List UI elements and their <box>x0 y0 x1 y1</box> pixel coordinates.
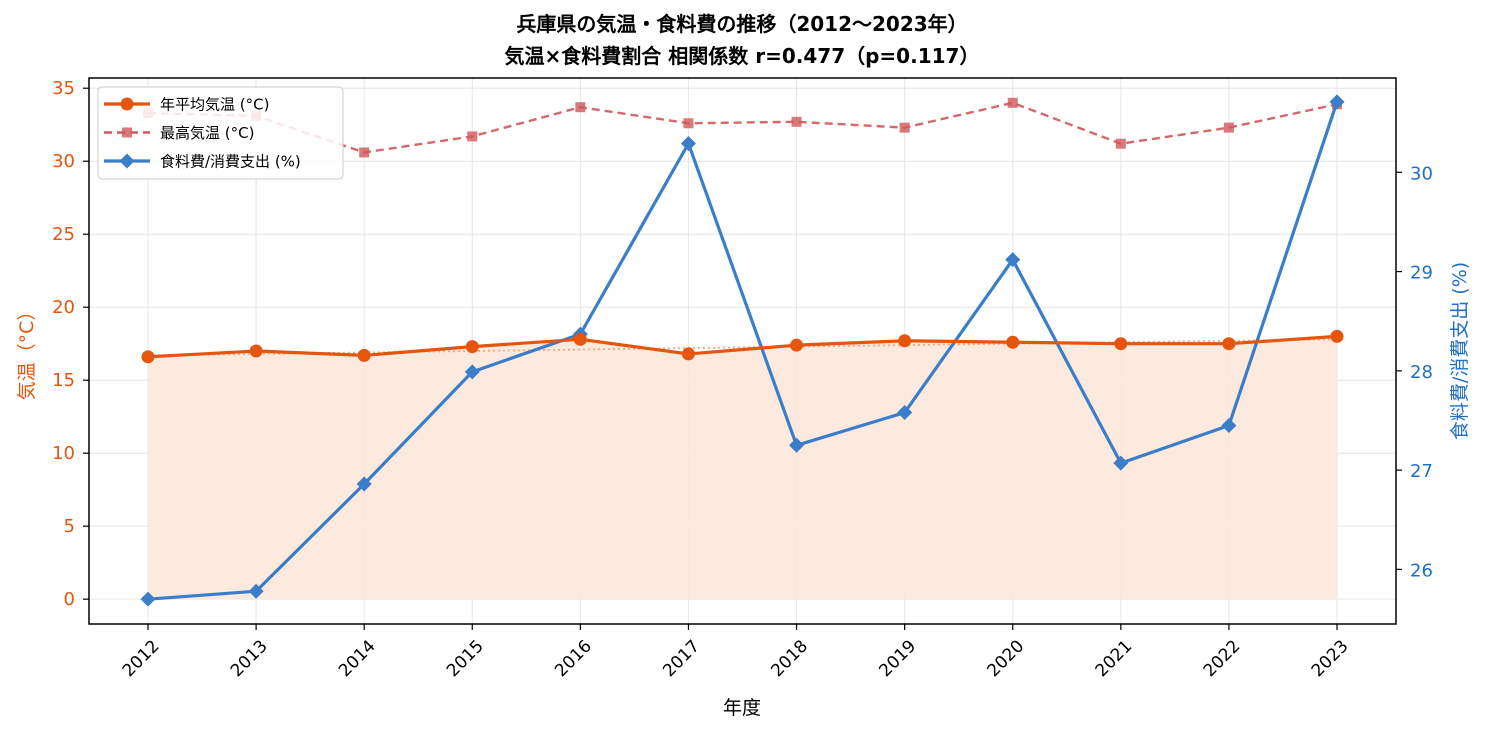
x-tick-label: 2012 <box>119 636 164 681</box>
x-tick-label: 2018 <box>767 636 812 681</box>
left-axis-label: 気温（°C） <box>16 302 38 401</box>
x-tick-label: 2021 <box>1092 636 1137 681</box>
x-tick-label: 2020 <box>984 636 1029 681</box>
data-point <box>356 476 372 492</box>
series-food-share <box>140 94 1345 607</box>
data-point <box>249 344 263 358</box>
data-point <box>1006 335 1020 349</box>
legend-label: 年平均気温 (°C) <box>160 96 269 114</box>
left-tick-label: 10 <box>52 443 75 464</box>
x-tick-label: 2022 <box>1200 636 1245 681</box>
data-point <box>791 116 802 127</box>
legend-item: 年平均気温 (°C) <box>104 96 269 114</box>
data-point <box>790 338 804 352</box>
data-point <box>898 334 912 348</box>
chart-subtitle: 気温×食料費割合 相関係数 r=0.477（p=0.117） <box>505 44 980 68</box>
left-tick-label: 30 <box>52 151 75 172</box>
right-tick-label: 28 <box>1410 362 1433 383</box>
legend-item: 食料費/消費支出 (%) <box>104 153 301 171</box>
data-point <box>1007 97 1018 108</box>
series-layer <box>140 94 1345 607</box>
data-point <box>1005 252 1021 268</box>
temperature-fill-area <box>148 336 1337 600</box>
right-tick-label: 27 <box>1410 461 1433 482</box>
data-point <box>680 136 696 152</box>
data-point <box>248 583 264 599</box>
series-line <box>147 334 1338 359</box>
data-point <box>575 102 586 113</box>
series-line <box>147 101 1339 601</box>
x-axis-label: 年度 <box>723 697 761 719</box>
data-point <box>359 147 370 158</box>
legend-marker <box>120 97 134 111</box>
data-point <box>1221 417 1237 433</box>
left-axis-ticks: 0 5 10 15 20 25 30 35 <box>52 78 89 610</box>
chart-title: 兵庫県の気温・食料費の推移（2012〜2023年） <box>516 12 967 36</box>
plot-frame <box>88 77 1397 625</box>
right-tick-label: 26 <box>1410 560 1433 581</box>
data-point <box>357 348 371 362</box>
legend-box <box>97 86 344 180</box>
series-avg-temperature <box>141 329 1344 364</box>
data-point <box>899 122 910 133</box>
legend-label: 最高気温 (°C) <box>160 124 254 142</box>
left-tick-label: 25 <box>52 224 75 245</box>
legend-marker <box>122 127 132 138</box>
right-tick-label: 29 <box>1410 263 1433 284</box>
right-axis-ticks: 26 27 28 29 30 <box>1396 163 1433 581</box>
data-point <box>141 350 155 364</box>
x-tick-label: 2013 <box>227 636 272 681</box>
x-tick-label: 2014 <box>335 636 380 681</box>
legend-item: 最高気温 (°C) <box>104 124 254 142</box>
data-point <box>1223 122 1234 133</box>
data-point <box>464 364 480 380</box>
data-point <box>789 437 805 453</box>
x-axis-ticks: 2012 2013 2014 2015 2016 2017 2018 2019 2020 2021… <box>119 624 1353 681</box>
left-tick-label: 35 <box>52 78 75 99</box>
data-point <box>897 405 913 421</box>
x-tick-label: 2017 <box>659 636 704 681</box>
legend-marker <box>119 153 135 169</box>
data-point <box>467 131 478 142</box>
data-point <box>140 591 156 607</box>
data-point <box>1113 455 1129 471</box>
x-tick-label: 2019 <box>875 636 920 681</box>
left-tick-label: 5 <box>64 516 75 537</box>
data-point <box>1115 138 1126 149</box>
right-axis-label: 食料費/消費支出 (%) <box>1449 262 1471 440</box>
x-tick-label: 2015 <box>443 636 488 681</box>
right-tick-label: 30 <box>1410 163 1433 184</box>
left-tick-label: 0 <box>64 589 75 610</box>
data-point <box>573 332 587 346</box>
data-point <box>1222 337 1236 351</box>
x-tick-label: 2016 <box>551 636 596 681</box>
data-point <box>1329 94 1345 110</box>
data-point <box>465 340 479 354</box>
left-tick-label: 15 <box>52 370 75 391</box>
data-point <box>1114 337 1128 351</box>
left-tick-label: 20 <box>52 297 75 318</box>
temperature-trend-line <box>147 338 1338 357</box>
data-point <box>1330 329 1344 343</box>
x-tick-label: 2023 <box>1308 636 1353 681</box>
legend: 年平均気温 (°C) 最高気温 (°C) 食料費/消費支出 (%) <box>97 86 344 180</box>
data-point <box>681 347 695 361</box>
legend-label: 食料費/消費支出 (%) <box>160 153 301 171</box>
data-point <box>683 118 694 129</box>
